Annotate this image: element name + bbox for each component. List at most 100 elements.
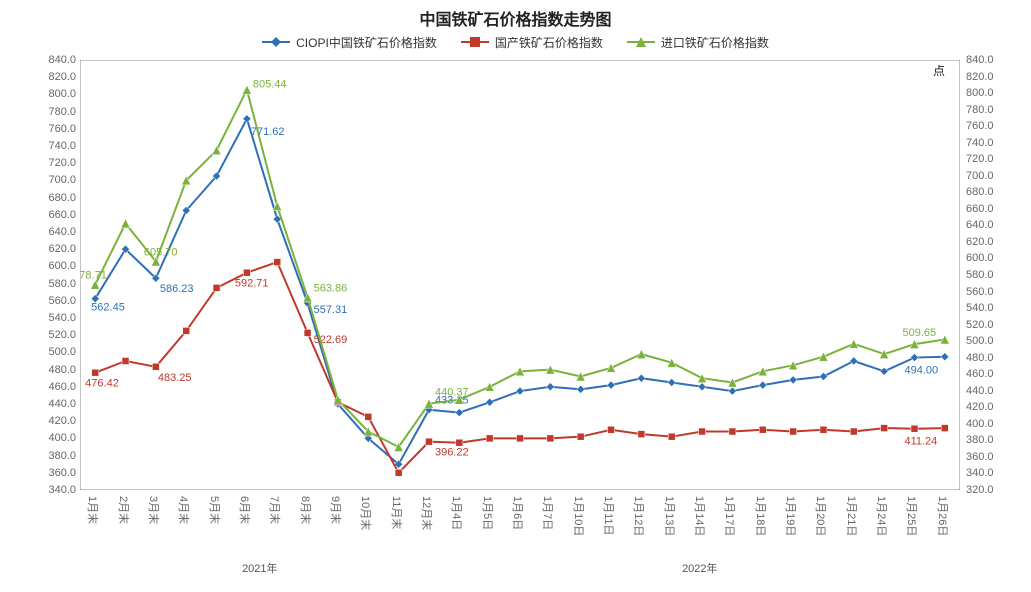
data-label: 396.22	[435, 447, 469, 459]
x-tick: 10月末	[358, 496, 374, 530]
y-tick: 440.0	[48, 398, 76, 410]
y-tick: 560.0	[966, 286, 994, 298]
data-label: 578.71	[80, 270, 107, 282]
x-tick: 1月14日	[692, 496, 708, 536]
legend: CIOPI中国铁矿石价格指数 国产铁矿石价格指数 进口铁矿石价格指数	[0, 32, 1031, 51]
y-tick: 780.0	[966, 104, 994, 116]
x-tick: 2月末	[116, 496, 132, 524]
data-label: 562.45	[91, 302, 125, 314]
y-tick: 340.0	[48, 484, 76, 496]
y-tick: 640.0	[48, 226, 76, 238]
y-tick: 660.0	[966, 203, 994, 215]
legend-label: CIOPI中国铁矿石价格指数	[296, 34, 437, 51]
x-tick: 1月5日	[480, 496, 496, 530]
x-tick: 1月21日	[844, 496, 860, 536]
x-tick: 1月10日	[571, 496, 587, 536]
x-tick: 1月6日	[510, 496, 526, 530]
y-tick: 460.0	[966, 368, 994, 380]
y-tick: 400.0	[48, 432, 76, 444]
x-tick: 5月末	[207, 496, 223, 524]
data-label: 563.86	[314, 282, 348, 294]
y-tick: 460.0	[48, 381, 76, 393]
chart-container: 中国铁矿石价格指数走势图 CIOPI中国铁矿石价格指数 国产铁矿石价格指数 进口铁矿…	[0, 0, 1031, 592]
legend-item: CIOPI中国铁矿石价格指数	[262, 34, 437, 51]
data-label: 592.71	[235, 278, 269, 290]
y-tick: 360.0	[48, 467, 76, 479]
y-tick: 680.0	[966, 186, 994, 198]
x-tick: 1月13日	[662, 496, 678, 536]
y-tick: 740.0	[48, 140, 76, 152]
y-tick: 700.0	[48, 174, 76, 186]
x-tick: 6月末	[237, 496, 253, 524]
data-label: 440.37	[435, 387, 469, 399]
y-tick: 360.0	[966, 451, 994, 463]
x-tick: 8月末	[298, 496, 314, 524]
y-tick: 800.0	[966, 87, 994, 99]
y-tick: 440.0	[966, 385, 994, 397]
y-tick: 540.0	[48, 312, 76, 324]
x-tick: 1月末	[85, 496, 101, 524]
x-tick: 1月26日	[935, 496, 951, 536]
y-tick: 500.0	[966, 335, 994, 347]
x-tick: 1月7日	[540, 496, 556, 530]
y-tick: 620.0	[48, 243, 76, 255]
y-tick: 720.0	[966, 153, 994, 165]
chart-title: 中国铁矿石价格指数走势图	[0, 6, 1031, 30]
x-tick: 1月12日	[631, 496, 647, 536]
y-tick: 380.0	[966, 434, 994, 446]
x-group-label: 2022年	[682, 560, 717, 576]
y-tick: 700.0	[966, 170, 994, 182]
x-tick: 11月末	[389, 496, 405, 529]
x-tick: 1月18日	[753, 496, 769, 536]
x-tick: 1月25日	[904, 496, 920, 536]
y-tick: 480.0	[48, 364, 76, 376]
y-axis-right: 320.0340.0360.0380.0400.0420.0440.0460.0…	[966, 60, 1002, 490]
x-tick: 1月20日	[813, 496, 829, 536]
x-tick: 1月24日	[874, 496, 890, 536]
y-tick: 520.0	[48, 329, 76, 341]
y-tick: 680.0	[48, 192, 76, 204]
legend-item: 进口铁矿石价格指数	[627, 34, 769, 51]
data-label: 605.70	[144, 246, 178, 258]
data-label: 805.44	[253, 79, 287, 91]
y-tick: 320.0	[966, 484, 994, 496]
y-tick: 600.0	[966, 252, 994, 264]
legend-label: 进口铁矿石价格指数	[661, 34, 769, 51]
y-tick: 720.0	[48, 157, 76, 169]
x-tick: 3月末	[146, 496, 162, 524]
data-label: 494.00	[904, 365, 938, 377]
y-tick: 620.0	[966, 236, 994, 248]
legend-label: 国产铁矿石价格指数	[495, 34, 603, 51]
y-tick: 640.0	[966, 219, 994, 231]
y-tick: 600.0	[48, 260, 76, 272]
x-tick: 12月末	[419, 496, 435, 530]
x-tick: 4月末	[176, 496, 192, 524]
y-tick: 520.0	[966, 319, 994, 331]
x-tick: 1月11日	[601, 496, 617, 536]
y-tick: 420.0	[966, 401, 994, 413]
data-label: 476.42	[85, 378, 119, 390]
data-label: 509.65	[902, 327, 936, 339]
data-label: 586.23	[160, 283, 194, 295]
y-tick: 800.0	[48, 88, 76, 100]
y-tick: 340.0	[966, 467, 994, 479]
x-tick: 1月19日	[783, 496, 799, 536]
y-tick: 580.0	[966, 269, 994, 281]
y-tick: 760.0	[48, 123, 76, 135]
y-tick: 760.0	[966, 120, 994, 132]
y-tick: 420.0	[48, 415, 76, 427]
x-tick: 1月17日	[722, 496, 738, 536]
y-tick: 580.0	[48, 278, 76, 290]
y-tick: 380.0	[48, 450, 76, 462]
data-label: 411.24	[904, 436, 937, 448]
y-tick: 820.0	[966, 71, 994, 83]
y-tick: 740.0	[966, 137, 994, 149]
x-tick: 7月末	[267, 496, 283, 524]
chart-svg: 562.45586.23771.62557.31433.35494.00476.…	[80, 60, 960, 490]
x-tick: 1月4日	[449, 496, 465, 530]
y-tick: 400.0	[966, 418, 994, 430]
y-tick: 480.0	[966, 352, 994, 364]
y-tick: 840.0	[966, 54, 994, 66]
y-tick: 840.0	[48, 54, 76, 66]
data-label: 557.31	[314, 304, 348, 316]
